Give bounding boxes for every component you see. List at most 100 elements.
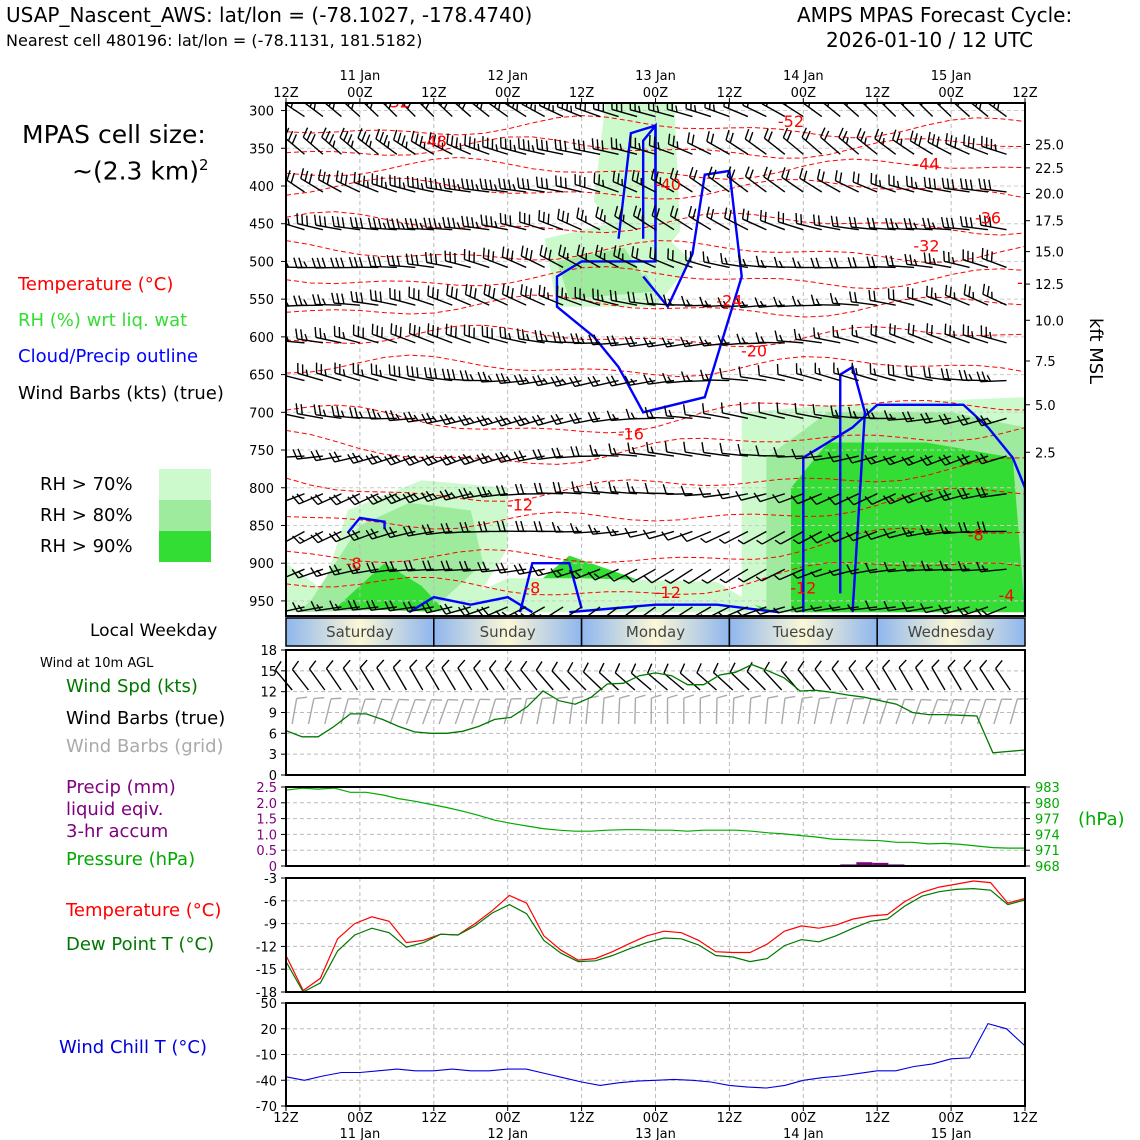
profile-wind-barb-flag bbox=[548, 249, 552, 261]
top-time-label: 00Z bbox=[938, 86, 964, 101]
profile-wind-barb bbox=[286, 223, 305, 231]
profile-wind-barb-flag bbox=[741, 337, 746, 344]
profile-wind-barb-flag bbox=[457, 606, 466, 616]
profile-wind-barb-flag bbox=[274, 571, 281, 579]
isotherm-label: -48 bbox=[421, 132, 447, 151]
cycle-value: 2026-01-10 / 12 UTC bbox=[826, 28, 1034, 52]
profile-wind-barb-flag bbox=[410, 254, 414, 265]
wind-barb-grid-flag bbox=[953, 698, 965, 701]
profile-wind-barb-flag bbox=[957, 489, 964, 500]
profile-wind-barb bbox=[686, 530, 712, 543]
profile-wind-barb-flag bbox=[592, 411, 599, 422]
profile-wind-barb bbox=[557, 218, 582, 231]
profile-wind-barb-flag bbox=[317, 169, 322, 180]
profile-wind-barb-flag bbox=[314, 494, 323, 503]
profile-wind-barb-flag bbox=[781, 167, 786, 178]
profile-wind-barb bbox=[703, 493, 730, 498]
profile-wind-barb-flag bbox=[326, 173, 331, 185]
profile-wind-barb bbox=[286, 530, 305, 543]
profile-wind-barb-flag bbox=[619, 143, 623, 151]
profile-wind-barb-flag bbox=[773, 574, 780, 581]
profile-wind-barb-flag bbox=[845, 453, 853, 464]
wind-barb-grid bbox=[585, 698, 590, 725]
profile-wind-barb-flag bbox=[601, 140, 604, 151]
profile-wind-barb-flag bbox=[557, 482, 562, 493]
profile-wind-barb-flag bbox=[864, 496, 873, 505]
profile-wind-barb bbox=[796, 606, 822, 613]
profile-wind-barb-flag bbox=[328, 565, 336, 576]
profile-wind-barb-flag bbox=[990, 251, 993, 262]
profile-wind-barb-flag bbox=[879, 179, 882, 187]
profile-wind-barb-flag bbox=[323, 216, 327, 227]
profile-wind-barb-flag bbox=[470, 179, 475, 191]
profile-wind-barb-flag bbox=[631, 486, 636, 493]
profile-wind-barb-flag bbox=[518, 450, 525, 461]
profile-wind-barb bbox=[777, 412, 804, 419]
profile-wind-barb-flag bbox=[946, 178, 950, 189]
profile-wind-barb-flag bbox=[561, 210, 565, 222]
profile-wind-barb-flag bbox=[956, 455, 965, 466]
profile-wind-barb-flag bbox=[648, 377, 654, 384]
pressure-tick-label: 300 bbox=[249, 105, 274, 120]
profile-wind-barb bbox=[685, 451, 712, 457]
cloud-outline-7 bbox=[346, 516, 386, 534]
wind-barb-true bbox=[814, 668, 832, 691]
profile-wind-barb-flag bbox=[963, 564, 968, 571]
wind-barb-grid bbox=[324, 698, 332, 725]
profile-wind-barb-flag bbox=[425, 490, 433, 501]
profile-wind-barb-flag bbox=[388, 364, 391, 375]
profile-wind-barb-flag bbox=[576, 244, 581, 255]
profile-wind-barb bbox=[851, 606, 878, 611]
profile-wind-barb-flag bbox=[790, 495, 799, 505]
profile-wind-barb-flag bbox=[900, 138, 903, 146]
profile-wind-barb-flag bbox=[384, 601, 391, 612]
profile-wind-barb-flag bbox=[533, 521, 538, 532]
profile-wind-barb-flag bbox=[644, 482, 649, 494]
rh-swatch-1 bbox=[159, 469, 211, 500]
legend-windchill: Wind Chill T (°C) bbox=[59, 1037, 207, 1058]
profile-wind-barb-flag bbox=[310, 534, 319, 544]
profile-wind-barb-flag bbox=[439, 456, 447, 466]
profile-wind-barb-flag bbox=[348, 257, 354, 268]
profile-wind-barb-flag bbox=[520, 520, 525, 532]
profile-wind-barb-flag bbox=[477, 143, 480, 151]
profile-wind-barb-flag bbox=[919, 492, 927, 503]
bottom-time-label: 00Z bbox=[791, 1111, 817, 1126]
profile-wind-barb-flag bbox=[550, 568, 558, 578]
profile-wind-barb bbox=[869, 568, 896, 574]
legend-precip-accum: 3-hr accum bbox=[66, 821, 169, 842]
profile-wind-barb-flag bbox=[974, 103, 978, 107]
profile-wind-barb-flag bbox=[720, 252, 723, 264]
profile-wind-barb-flag bbox=[657, 142, 660, 149]
isotherm bbox=[286, 457, 1025, 502]
profile-wind-barb-flag bbox=[328, 496, 337, 506]
cloud-outline-4 bbox=[641, 122, 657, 239]
profile-wind-barb-flag bbox=[333, 451, 341, 462]
profile-wind-barb-flag bbox=[295, 403, 299, 414]
profile-wind-barb bbox=[709, 606, 730, 616]
profile-wind-barb-flag bbox=[827, 452, 834, 462]
profile-wind-barb bbox=[743, 568, 767, 583]
profile-wind-barb-flag bbox=[296, 493, 305, 503]
wind-barb-grid bbox=[503, 698, 512, 725]
profile-wind-barb-flag bbox=[487, 489, 493, 497]
profile-wind-barb-flag bbox=[446, 284, 449, 296]
chill-y-label: 50 bbox=[260, 997, 277, 1012]
pressure-y-label: 971 bbox=[1035, 844, 1060, 859]
profile-wind-barb-flag bbox=[816, 168, 821, 180]
profile-wind-barb-flag bbox=[755, 576, 763, 582]
wind-barb-true bbox=[898, 667, 913, 691]
profile-wind-barb-flag bbox=[347, 134, 353, 145]
profile-wind-barb bbox=[375, 138, 398, 155]
profile-wind-barb-flag bbox=[524, 286, 528, 297]
profile-wind-barb-flag bbox=[798, 333, 802, 341]
profile-wind-barb-flag bbox=[570, 333, 575, 344]
profile-wind-barb-flag bbox=[366, 600, 372, 611]
profile-wind-barb-flag bbox=[452, 179, 456, 190]
profile-wind-barb-flag bbox=[810, 294, 815, 305]
profile-wind-barb-flag bbox=[531, 145, 535, 153]
profile-wind-barb-flag bbox=[669, 205, 675, 216]
profile-wind-barb-flag bbox=[643, 575, 653, 584]
profile-wind-barb-flag bbox=[396, 218, 401, 230]
wind-barb-true bbox=[342, 667, 359, 691]
